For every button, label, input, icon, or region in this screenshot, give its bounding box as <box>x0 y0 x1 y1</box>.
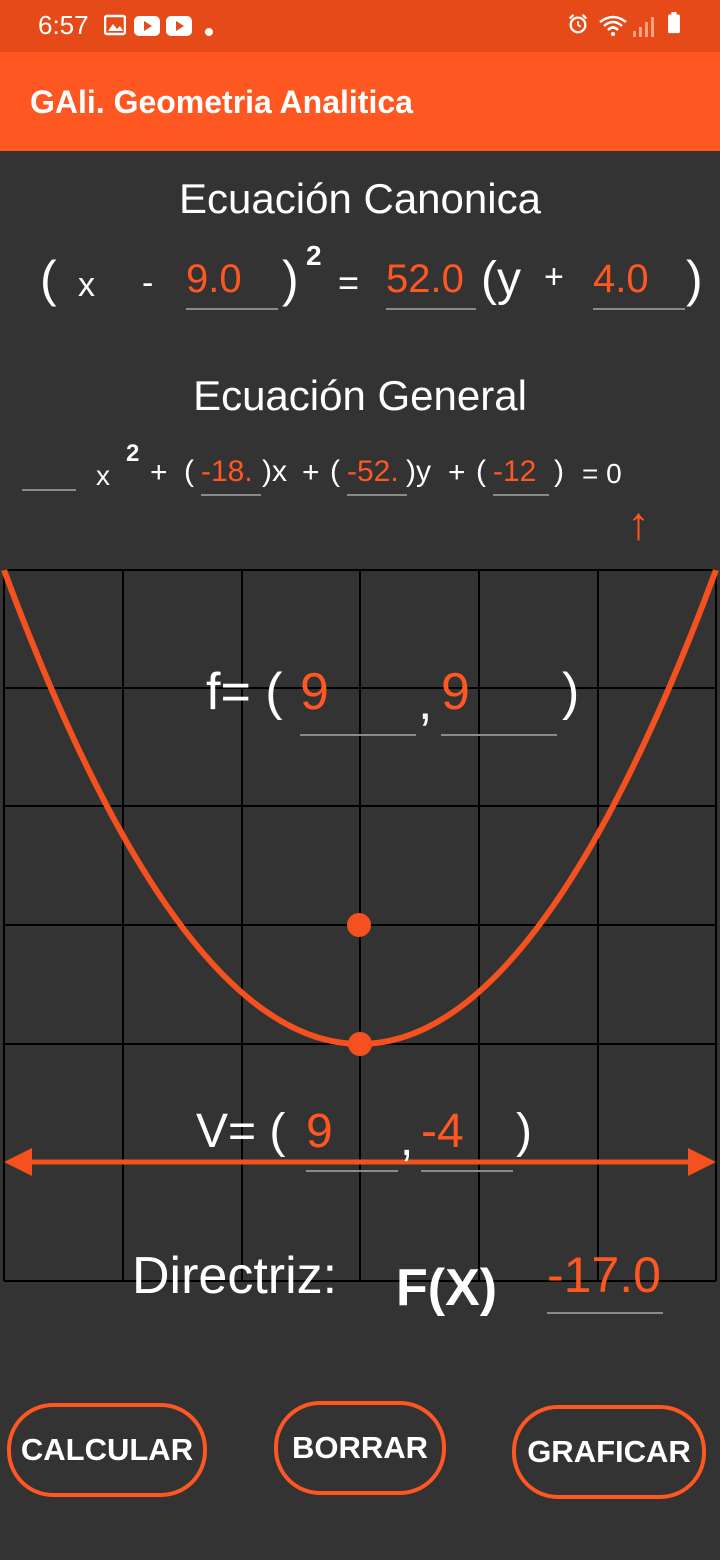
exponent: 2 <box>306 240 322 271</box>
minus-sign: - <box>142 264 154 302</box>
youtube-icon <box>134 16 160 36</box>
directrix-line <box>4 1148 716 1176</box>
general-heading: Ecuación General <box>193 372 527 419</box>
h-input-underline <box>186 308 278 310</box>
directrix-input[interactable]: -17.0 <box>547 1247 661 1303</box>
fx-label: F(X) <box>396 1259 498 1317</box>
equals-sign: = <box>338 262 360 303</box>
b-input[interactable]: -18. <box>201 455 253 488</box>
plus-sign: + <box>544 258 564 296</box>
app-bar: GAli. Geometria Analitica <box>0 52 720 151</box>
vertex-point <box>348 1032 372 1056</box>
plus-2: + <box>302 456 320 489</box>
d-input-underline <box>493 494 549 496</box>
b-input-underline <box>201 494 261 496</box>
focus-close: ) <box>562 663 580 721</box>
k-input[interactable]: 4.0 <box>593 257 649 301</box>
up-arrow-icon: ↑ <box>627 497 650 549</box>
open-paren: ( <box>40 251 57 307</box>
status-time: 6:57 <box>38 10 89 40</box>
k-input-underline <box>593 308 685 310</box>
x-squared: x <box>96 460 110 491</box>
focus-x-underline <box>300 734 416 736</box>
p4-input[interactable]: 52.0 <box>386 257 464 301</box>
alarm-icon <box>568 14 588 34</box>
h-input[interactable]: 9.0 <box>186 257 242 301</box>
a-input-underline <box>22 489 76 491</box>
app-title: GAli. Geometria Analitica <box>30 84 413 120</box>
close-paren: ) <box>282 251 299 307</box>
battery-icon <box>668 12 680 34</box>
focus-label: f= ( <box>206 663 283 721</box>
dot-icon <box>205 28 213 36</box>
vertex-label: V= ( <box>196 1105 286 1158</box>
p4-input-underline <box>386 308 476 310</box>
directrix-underline <box>547 1312 663 1314</box>
vertex-y-underline <box>421 1170 513 1172</box>
close-3: ) <box>554 455 564 488</box>
vertex-x-input[interactable]: 9 <box>306 1105 333 1158</box>
d-input[interactable]: -12 <box>493 455 537 488</box>
directrix-right-arrowhead <box>688 1148 716 1176</box>
image-icon <box>104 14 126 36</box>
close-1: )x <box>262 455 287 488</box>
plus-1: + <box>150 456 168 489</box>
vertex-x-underline <box>306 1170 398 1172</box>
youtube-icon <box>166 16 192 36</box>
focus-x-input[interactable]: 9 <box>300 663 329 721</box>
calcular-button[interactable]: CALCULAR <box>7 1403 207 1497</box>
open-3: ( <box>476 455 486 488</box>
signal-icon <box>633 17 654 37</box>
directrix-left-arrowhead <box>4 1148 32 1176</box>
x-exponent: 2 <box>126 440 140 467</box>
vertex-comma: , <box>400 1113 414 1166</box>
open-1: ( <box>184 455 194 488</box>
c-input[interactable]: -52. <box>347 455 399 488</box>
vertex-close: ) <box>516 1105 532 1158</box>
status-bar: 6:57 <box>0 0 720 52</box>
focus-y-input[interactable]: 9 <box>441 663 470 721</box>
vertex-y-input[interactable]: -4 <box>421 1105 464 1158</box>
graficar-button[interactable]: GRAFICAR <box>512 1405 706 1499</box>
open-2: ( <box>330 455 340 488</box>
x-symbol: x <box>78 266 95 304</box>
equals-zero: = 0 <box>582 458 622 489</box>
plus-3: + <box>448 456 466 489</box>
focus-y-underline <box>441 734 557 736</box>
directrix-label: Directriz: <box>132 1247 338 1305</box>
focus-comma: , <box>418 673 433 731</box>
end-paren: ) <box>686 251 703 307</box>
c-input-underline <box>347 494 407 496</box>
focus-point <box>347 913 371 937</box>
close-2: )y <box>406 455 431 488</box>
canonical-heading: Ecuación Canonica <box>179 175 541 222</box>
wifi-icon <box>599 15 627 36</box>
y-open-paren: (y <box>481 253 521 306</box>
borrar-button[interactable]: BORRAR <box>274 1401 446 1495</box>
